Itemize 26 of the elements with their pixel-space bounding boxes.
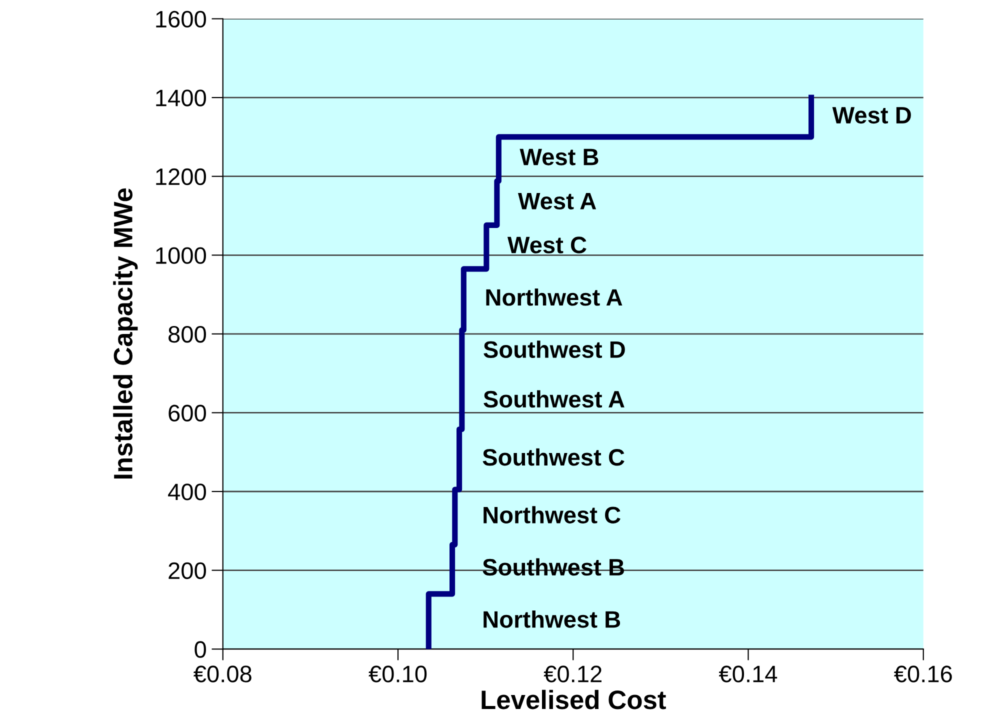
x-tick-label: €0.16 <box>894 666 952 682</box>
annotation: West D <box>832 107 911 124</box>
y-axis-title: Installed Capacity MWe <box>113 188 138 479</box>
y-tick-label: 1200 <box>156 168 206 186</box>
annotation: Northwest A <box>486 288 622 306</box>
annotation: West C <box>507 236 586 254</box>
x-tick-label: €0.08 <box>194 666 252 682</box>
x-axis-title: Levelised Cost <box>482 690 666 710</box>
annotation: Southwest A <box>484 390 624 408</box>
annotation: Northwest B <box>484 610 620 628</box>
y-tick-label: 400 <box>168 484 206 500</box>
annotation: Northwest C <box>484 506 620 524</box>
y-tick-label: 0 <box>194 641 206 658</box>
y-tick-label: 1600 <box>156 10 206 28</box>
annotation: West B <box>520 148 598 166</box>
y-tick-label: 1000 <box>156 247 206 264</box>
y-tick-label: 600 <box>168 404 206 422</box>
y-tick-label: 200 <box>168 562 206 580</box>
x-tick-label: €0.14 <box>718 666 778 682</box>
x-tick-label: €0.12 <box>544 666 602 682</box>
annotation: West A <box>518 193 596 210</box>
y-tick-label: 800 <box>168 326 206 343</box>
annotation: Southwest D <box>484 340 625 358</box>
x-tick-label: €0.10 <box>368 666 427 682</box>
y-tick-label: 1400 <box>156 90 206 106</box>
annotation: Southwest C <box>482 448 624 466</box>
